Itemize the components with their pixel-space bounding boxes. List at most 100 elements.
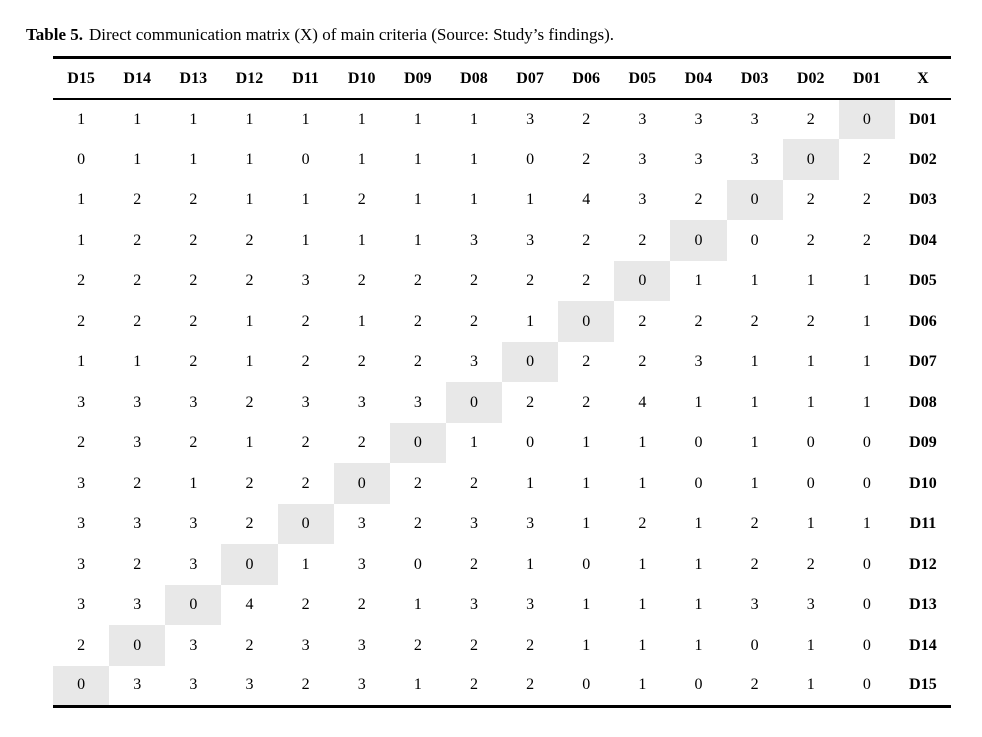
cell-D11-D05: 2 — [638, 515, 647, 532]
cell-D04-D04: 0 — [670, 220, 727, 261]
row-label-D05: D05 — [909, 272, 937, 289]
cell-D12-D09: 0 — [413, 555, 422, 573]
cell-D12-D01: 0 — [862, 555, 871, 573]
cell-D09-D09: 0 — [389, 422, 446, 464]
cell-D06-D07: 1 — [526, 312, 535, 330]
cell-D01-D05: 3 — [638, 110, 647, 128]
cell-D01-D10: 1 — [357, 110, 366, 128]
cell-D01-D06: 2 — [582, 110, 591, 128]
cell-D15-D04: 0 — [694, 676, 703, 694]
cell-D08-D13: 3 — [189, 393, 198, 411]
cell-D03-D10: 2 — [357, 191, 366, 208]
cell-D03-D15: 1 — [77, 191, 86, 208]
cell-D01-D04: 3 — [694, 110, 703, 128]
cell-D08-D04: 1 — [694, 393, 703, 411]
cell-D10-D09: 2 — [413, 474, 422, 492]
cell-D15-D10: 3 — [357, 676, 366, 694]
cell-D07-D06: 2 — [582, 353, 591, 370]
cell-D13-D02: 3 — [806, 596, 815, 613]
cell-D09-D15: 2 — [77, 434, 86, 451]
cell-D03-D07: 1 — [526, 191, 535, 208]
cell-D05-D01: 1 — [862, 272, 871, 289]
row-label-D09: D09 — [909, 434, 937, 451]
cell-D02-D03: 3 — [750, 150, 759, 168]
cell-D07-D02: 1 — [806, 353, 815, 370]
cell-D13-D07: 3 — [526, 596, 535, 613]
cell-D08-D10: 3 — [357, 393, 366, 411]
cell-D11-D08: 3 — [469, 515, 478, 532]
cell-D12-D03: 2 — [750, 555, 759, 573]
table-caption-number: Table 5. — [26, 25, 84, 44]
column-header-D11: D11 — [277, 57, 334, 100]
cell-D05-D06: 2 — [582, 272, 591, 289]
cell-D14-D04: 1 — [694, 636, 703, 654]
cell-D02-D11: 0 — [301, 150, 310, 168]
cell-D06-D10: 1 — [357, 312, 366, 330]
cell-D14-D12: 2 — [245, 636, 254, 654]
cell-D11-D14: 3 — [133, 515, 142, 532]
cell-D07-D15: 1 — [77, 353, 86, 370]
cell-D06-D03: 2 — [750, 312, 759, 330]
cell-D12-D02: 2 — [806, 555, 815, 573]
cell-D13-D11: 2 — [301, 596, 310, 613]
cell-D11-D13: 3 — [189, 515, 198, 532]
cell-D02-D08: 1 — [469, 150, 478, 168]
cell-D15-D09: 1 — [413, 676, 422, 694]
cell-D13-D13: 0 — [165, 584, 222, 626]
cell-D06-D02: 2 — [806, 312, 815, 330]
column-header-D09: D09 — [389, 57, 446, 100]
cell-D08-D12: 2 — [245, 393, 254, 411]
column-header-X: X — [894, 57, 951, 100]
cell-D15-D01: 0 — [862, 676, 871, 694]
cell-D01-D01: 0 — [838, 98, 895, 140]
cell-D13-D15: 3 — [77, 596, 86, 613]
matrix-row-D15: 0 3 3 3 2 3 1 2 2 0 1 0 2 1 0 D15 — [53, 665, 951, 707]
cell-D15-D03: 2 — [750, 676, 759, 694]
cell-D08-D06: 2 — [582, 393, 591, 411]
cell-D05-D10: 2 — [357, 272, 366, 289]
cell-D04-D02: 2 — [806, 231, 815, 249]
cell-D07-D03: 1 — [750, 353, 759, 370]
table-caption-text: Direct communication matrix (X) of main … — [89, 25, 614, 44]
cell-D13-D10: 2 — [357, 596, 366, 613]
column-header-D04: D04 — [670, 57, 727, 100]
cell-D12-D14: 2 — [133, 555, 142, 573]
cell-D10-D06: 1 — [582, 474, 591, 492]
cell-D13-D12: 4 — [245, 596, 254, 613]
cell-D14-D10: 3 — [357, 636, 366, 654]
cell-D06-D08: 2 — [469, 312, 478, 330]
cell-D14-D13: 3 — [189, 636, 198, 654]
cell-D02-D13: 1 — [189, 150, 198, 168]
cell-D03-D08: 1 — [469, 191, 478, 208]
cell-D04-D03: 0 — [750, 231, 759, 249]
cell-D11-D01: 1 — [862, 515, 871, 532]
cell-D10-D05: 1 — [638, 474, 647, 492]
cell-D07-D10: 2 — [357, 353, 366, 370]
cell-D01-D13: 1 — [189, 110, 198, 128]
cell-D14-D05: 1 — [638, 636, 647, 654]
cell-D02-D06: 2 — [582, 150, 591, 168]
cell-D07-D09: 2 — [413, 353, 422, 370]
cell-D01-D08: 1 — [469, 110, 478, 128]
cell-D11-D07: 3 — [526, 515, 535, 532]
row-label-D08: D08 — [909, 393, 937, 411]
cell-D11-D12: 2 — [245, 515, 254, 532]
cell-D07-D11: 2 — [301, 353, 310, 370]
cell-D04-D13: 2 — [189, 231, 198, 249]
cell-D08-D07: 2 — [526, 393, 535, 411]
cell-D08-D08: 0 — [445, 382, 502, 423]
cell-D06-D12: 1 — [245, 312, 254, 330]
cell-D08-D01: 1 — [862, 393, 871, 411]
cell-D13-D14: 3 — [133, 596, 142, 613]
cell-D15-D06: 0 — [582, 676, 591, 694]
cell-D01-D12: 1 — [245, 110, 254, 128]
cell-D04-D09: 1 — [413, 231, 422, 249]
cell-D03-D06: 4 — [582, 191, 591, 208]
table-caption: Table 5. Direct communication matrix (X) … — [26, 24, 982, 45]
cell-D02-D07: 0 — [526, 150, 535, 168]
cell-D15-D08: 2 — [469, 676, 478, 694]
cell-D15-D15: 0 — [53, 665, 110, 707]
cell-D04-D12: 2 — [245, 231, 254, 249]
row-label-D04: D04 — [909, 231, 937, 249]
matrix-row-D09: 2 3 2 1 2 2 0 1 0 1 1 0 1 0 0 D09 — [53, 422, 951, 464]
